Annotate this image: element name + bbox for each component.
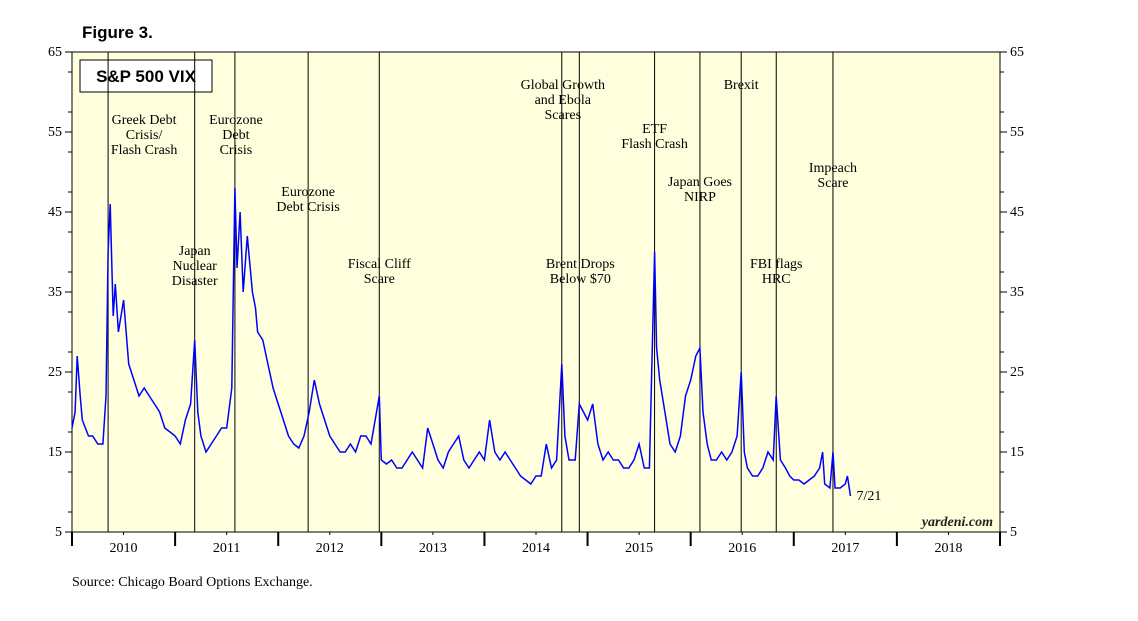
- event-label: Disaster: [172, 274, 218, 289]
- event-label: Flash Crash: [621, 137, 688, 152]
- x-tick-label: 2014: [522, 541, 550, 556]
- event-label: Japan: [179, 244, 211, 259]
- y-tick-label: 55: [48, 125, 62, 140]
- event-label: Greek Debt: [112, 113, 177, 128]
- x-tick-label: 2010: [110, 541, 138, 556]
- y-tick-label: 65: [48, 45, 62, 60]
- title-box: [79, 59, 213, 93]
- event-label: Japan Goes: [668, 175, 732, 190]
- plot-area: [71, 51, 1001, 533]
- y-tick-label: 65: [1010, 45, 1024, 60]
- chart-title: S&P 500 VIX: [96, 67, 197, 86]
- x-tick-label: 2016: [728, 541, 756, 556]
- y-tick-label: 25: [48, 365, 62, 380]
- event-label: Brent Drops: [546, 257, 615, 272]
- event-label: Nuclear: [173, 259, 218, 274]
- event-label: Fiscal Cliff: [348, 257, 411, 272]
- y-tick-label: 35: [48, 285, 62, 300]
- event-label: Eurozone: [209, 113, 263, 128]
- y-tick-label: 45: [1010, 205, 1024, 220]
- x-tick-label: 2011: [213, 541, 240, 556]
- y-tick-label: 45: [48, 205, 62, 220]
- x-tick-label: 2013: [419, 541, 447, 556]
- event-label: Scare: [364, 272, 395, 287]
- x-tick-label: 2015: [625, 541, 653, 556]
- y-tick-label: 25: [1010, 365, 1024, 380]
- event-label: Global Growth: [521, 78, 605, 93]
- y-tick-label: 5: [1010, 525, 1017, 540]
- event-label: Crisis: [220, 143, 253, 158]
- event-label: Eurozone: [281, 185, 335, 200]
- event-label: ETF: [642, 122, 667, 137]
- event-label: Impeach: [809, 161, 857, 176]
- x-tick-label: 2018: [934, 541, 962, 556]
- event-label: Below $70: [550, 272, 611, 287]
- event-label: Scares: [545, 108, 582, 123]
- y-tick-label: 15: [1010, 445, 1024, 460]
- event-label: FBI flags: [750, 257, 803, 272]
- event-label: Debt: [222, 128, 249, 143]
- watermark: yardeni.com: [920, 515, 993, 530]
- y-tick-label: 5: [55, 525, 62, 540]
- event-label: Debt Crisis: [276, 200, 339, 215]
- event-label: HRC: [762, 272, 791, 287]
- vix-line: [71, 187, 852, 497]
- y-tick-label: 15: [48, 445, 62, 460]
- event-label: and Ebola: [535, 93, 592, 108]
- source: Source: Chicago Board Options Exchange.: [72, 575, 313, 590]
- event-label: Scare: [817, 176, 848, 191]
- y-tick-label: 35: [1010, 285, 1024, 300]
- event-label: Crisis/: [126, 128, 163, 143]
- x-tick-label: 2017: [831, 541, 859, 556]
- x-tick-label: 2012: [316, 541, 344, 556]
- event-label: Brexit: [724, 78, 759, 93]
- event-label: NIRP: [684, 190, 716, 205]
- end-label: 7/21: [856, 489, 881, 504]
- figure-label: Figure 3.: [82, 23, 153, 42]
- y-tick-label: 55: [1010, 125, 1024, 140]
- event-label: Flash Crash: [111, 143, 178, 158]
